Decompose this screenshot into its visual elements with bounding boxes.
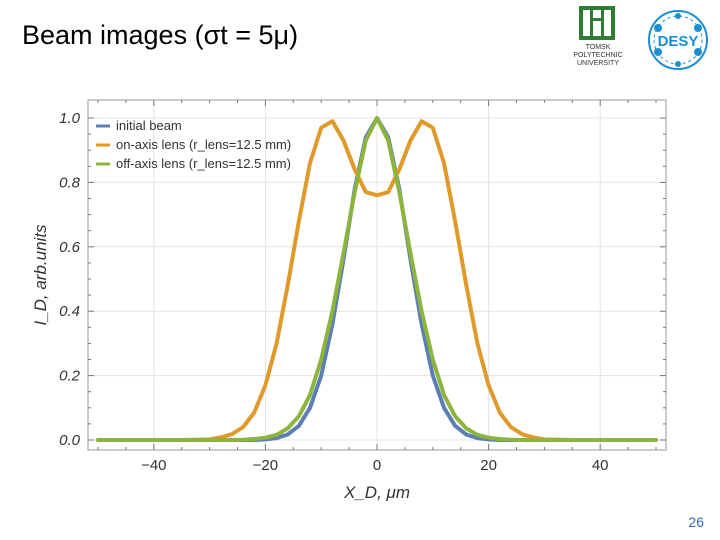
chart: −40 −20 0 20 40 0.0 0.2 0.4 0.6 0.8 1.0 initial bea… <box>0 80 720 520</box>
desy-logo-text: DESY <box>658 33 699 50</box>
y-tick-label: 0.0 <box>59 432 81 449</box>
tpu-logo-line: UNIVERSITY <box>576 60 619 67</box>
chart-svg: −40 −20 0 20 40 0.0 0.2 0.4 0.6 0.8 1.0 initial bea… <box>31 99 667 502</box>
desy-logo-icon: DESY <box>648 10 708 70</box>
x-tick-label: 0 <box>373 457 381 474</box>
page-number: 26 <box>688 514 704 530</box>
tpu-logo-text: TOMSK POLYTECHNIC UNIVERSITY <box>566 44 630 68</box>
tpu-logo: TOMSK POLYTECHNIC UNIVERSITY <box>566 6 630 74</box>
x-tick-label: −20 <box>253 457 278 474</box>
desy-logo: DESY <box>646 8 710 72</box>
y-tick-label: 0.2 <box>59 368 81 385</box>
legend-label: initial beam <box>116 118 182 133</box>
y-tick-label: 0.4 <box>59 303 80 320</box>
y-tick-label: 0.6 <box>59 239 81 256</box>
legend-label: off-axis lens (r_lens=12.5 mm) <box>116 156 291 171</box>
x-tick-label: 40 <box>592 457 609 474</box>
series-line-2 <box>96 119 658 442</box>
tpu-logo-icon <box>579 6 615 40</box>
tpu-logo-line: POLYTECHNIC <box>573 52 623 59</box>
slide-title: Beam images (σt = 5μ) <box>22 20 299 50</box>
y-axis-label: I_D, arb.units <box>31 224 50 326</box>
series-line-3 <box>96 116 658 442</box>
y-tick-label: 1.0 <box>59 110 81 127</box>
x-axis-label: X_D, μm <box>343 483 410 502</box>
legend-label: on-axis lens (r_lens=12.5 mm) <box>116 137 291 152</box>
y-tick-label: 0.8 <box>59 174 81 191</box>
x-tick-label: −40 <box>141 457 166 474</box>
tpu-logo-line: TOMSK <box>585 44 611 51</box>
x-tick-label: 20 <box>480 457 497 474</box>
